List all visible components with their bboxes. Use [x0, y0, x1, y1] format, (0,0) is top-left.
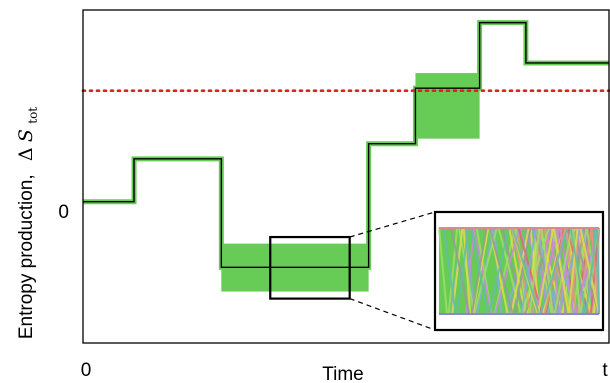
- svg-text:Entropy production, Δ: Entropy production, Δ S tot: [15, 107, 40, 339]
- x-tick-label-t: t: [602, 360, 608, 381]
- zoom-connector-top: [349, 211, 436, 238]
- y-axis-label-delta: Δ: [15, 147, 37, 161]
- plot-area: [81, 20, 610, 332]
- x-tick-label-0: 0: [81, 360, 92, 381]
- y-tick-label-0: 0: [58, 202, 69, 223]
- plot-frame: [82, 9, 610, 344]
- series-line-0: [83, 21, 609, 269]
- uncertainty-band-1: [415, 73, 480, 139]
- highlight-box: [269, 235, 351, 300]
- y-axis-label: Entropy production, Δ S tot: [15, 107, 40, 339]
- zoom-connector-bottom: [349, 298, 436, 331]
- x-axis-label: Time: [322, 364, 364, 383]
- inset-trajectory-21: [442, 227, 600, 315]
- y-axis-label-subscript: tot: [26, 107, 40, 124]
- y-axis-label-text: Entropy production,: [16, 174, 37, 339]
- y-axis-label-symbol: S: [15, 129, 37, 142]
